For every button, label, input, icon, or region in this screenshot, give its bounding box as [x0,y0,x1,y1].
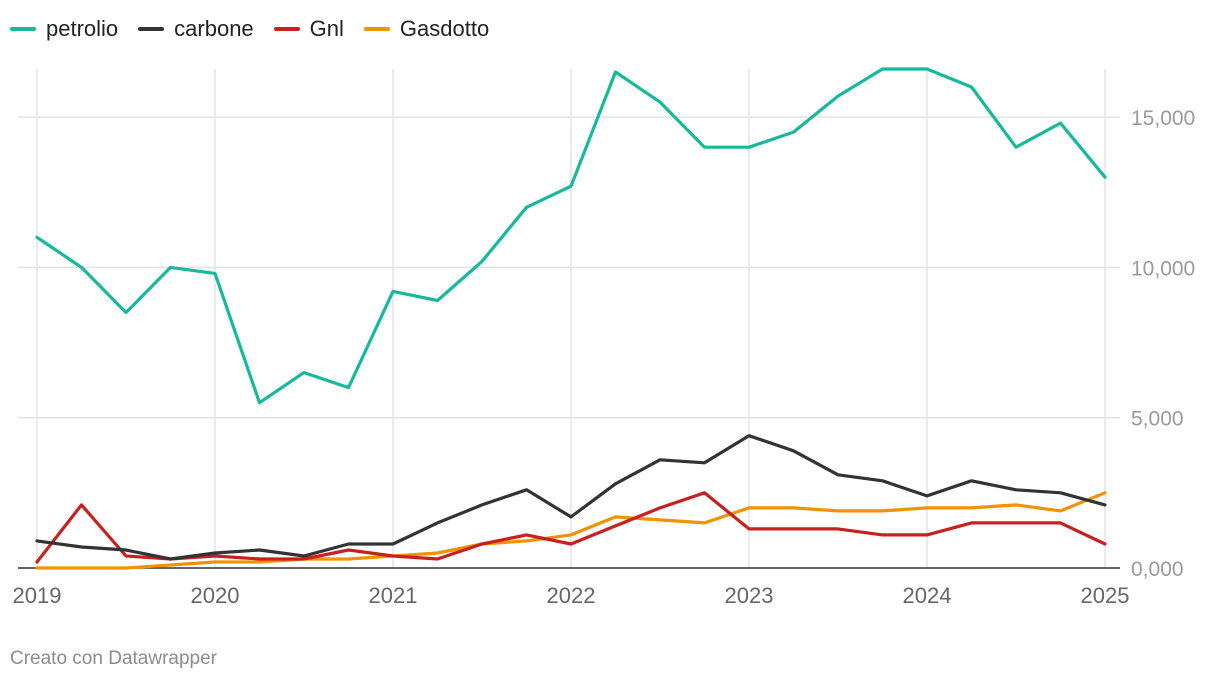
legend-label: Gnl [309,16,344,41]
series-line-petrolio [35,67,1107,405]
x-tick-label: 2024 [903,583,952,608]
x-tick-label: 2025 [1081,583,1130,608]
legend-label: carbone [174,16,254,41]
legend-swatch [10,27,36,31]
legend-item-gnl: Gnl [273,14,344,44]
x-tick-label: 2020 [191,583,240,608]
legend-swatch [138,27,165,31]
legend-item-carbone: carbone [138,14,254,44]
footer-credit: Creato con Datawrapper [10,648,217,669]
legend-swatch [273,27,300,31]
chart-legend: petrolio carbone Gnl Gasdotto [10,14,509,44]
y-tick-label: 10,000 [1131,257,1195,280]
x-tick-label: 2023 [725,583,774,608]
legend-item-gasdotto: Gasdotto [363,14,490,44]
legend-label: petrolio [46,16,119,41]
y-tick-label: 0,000 [1131,558,1184,581]
line-chart: 0,000 5,000 10,000 15,000 2019 2020 2021 2022 20… [13,67,1195,608]
series-line-gnl [35,491,1107,564]
series-line-gasdotto [35,491,1107,570]
legend-label: Gasdotto [399,16,490,41]
legend-swatch [363,27,390,31]
series-line-carbone [35,434,1107,561]
y-tick-label: 15,000 [1131,107,1195,130]
x-tick-label: 2019 [13,583,62,608]
x-tick-label: 2022 [547,583,596,608]
x-tick-label: 2021 [369,583,418,608]
y-tick-label: 5,000 [1131,408,1184,431]
legend-item-petrolio: petrolio [10,14,118,44]
